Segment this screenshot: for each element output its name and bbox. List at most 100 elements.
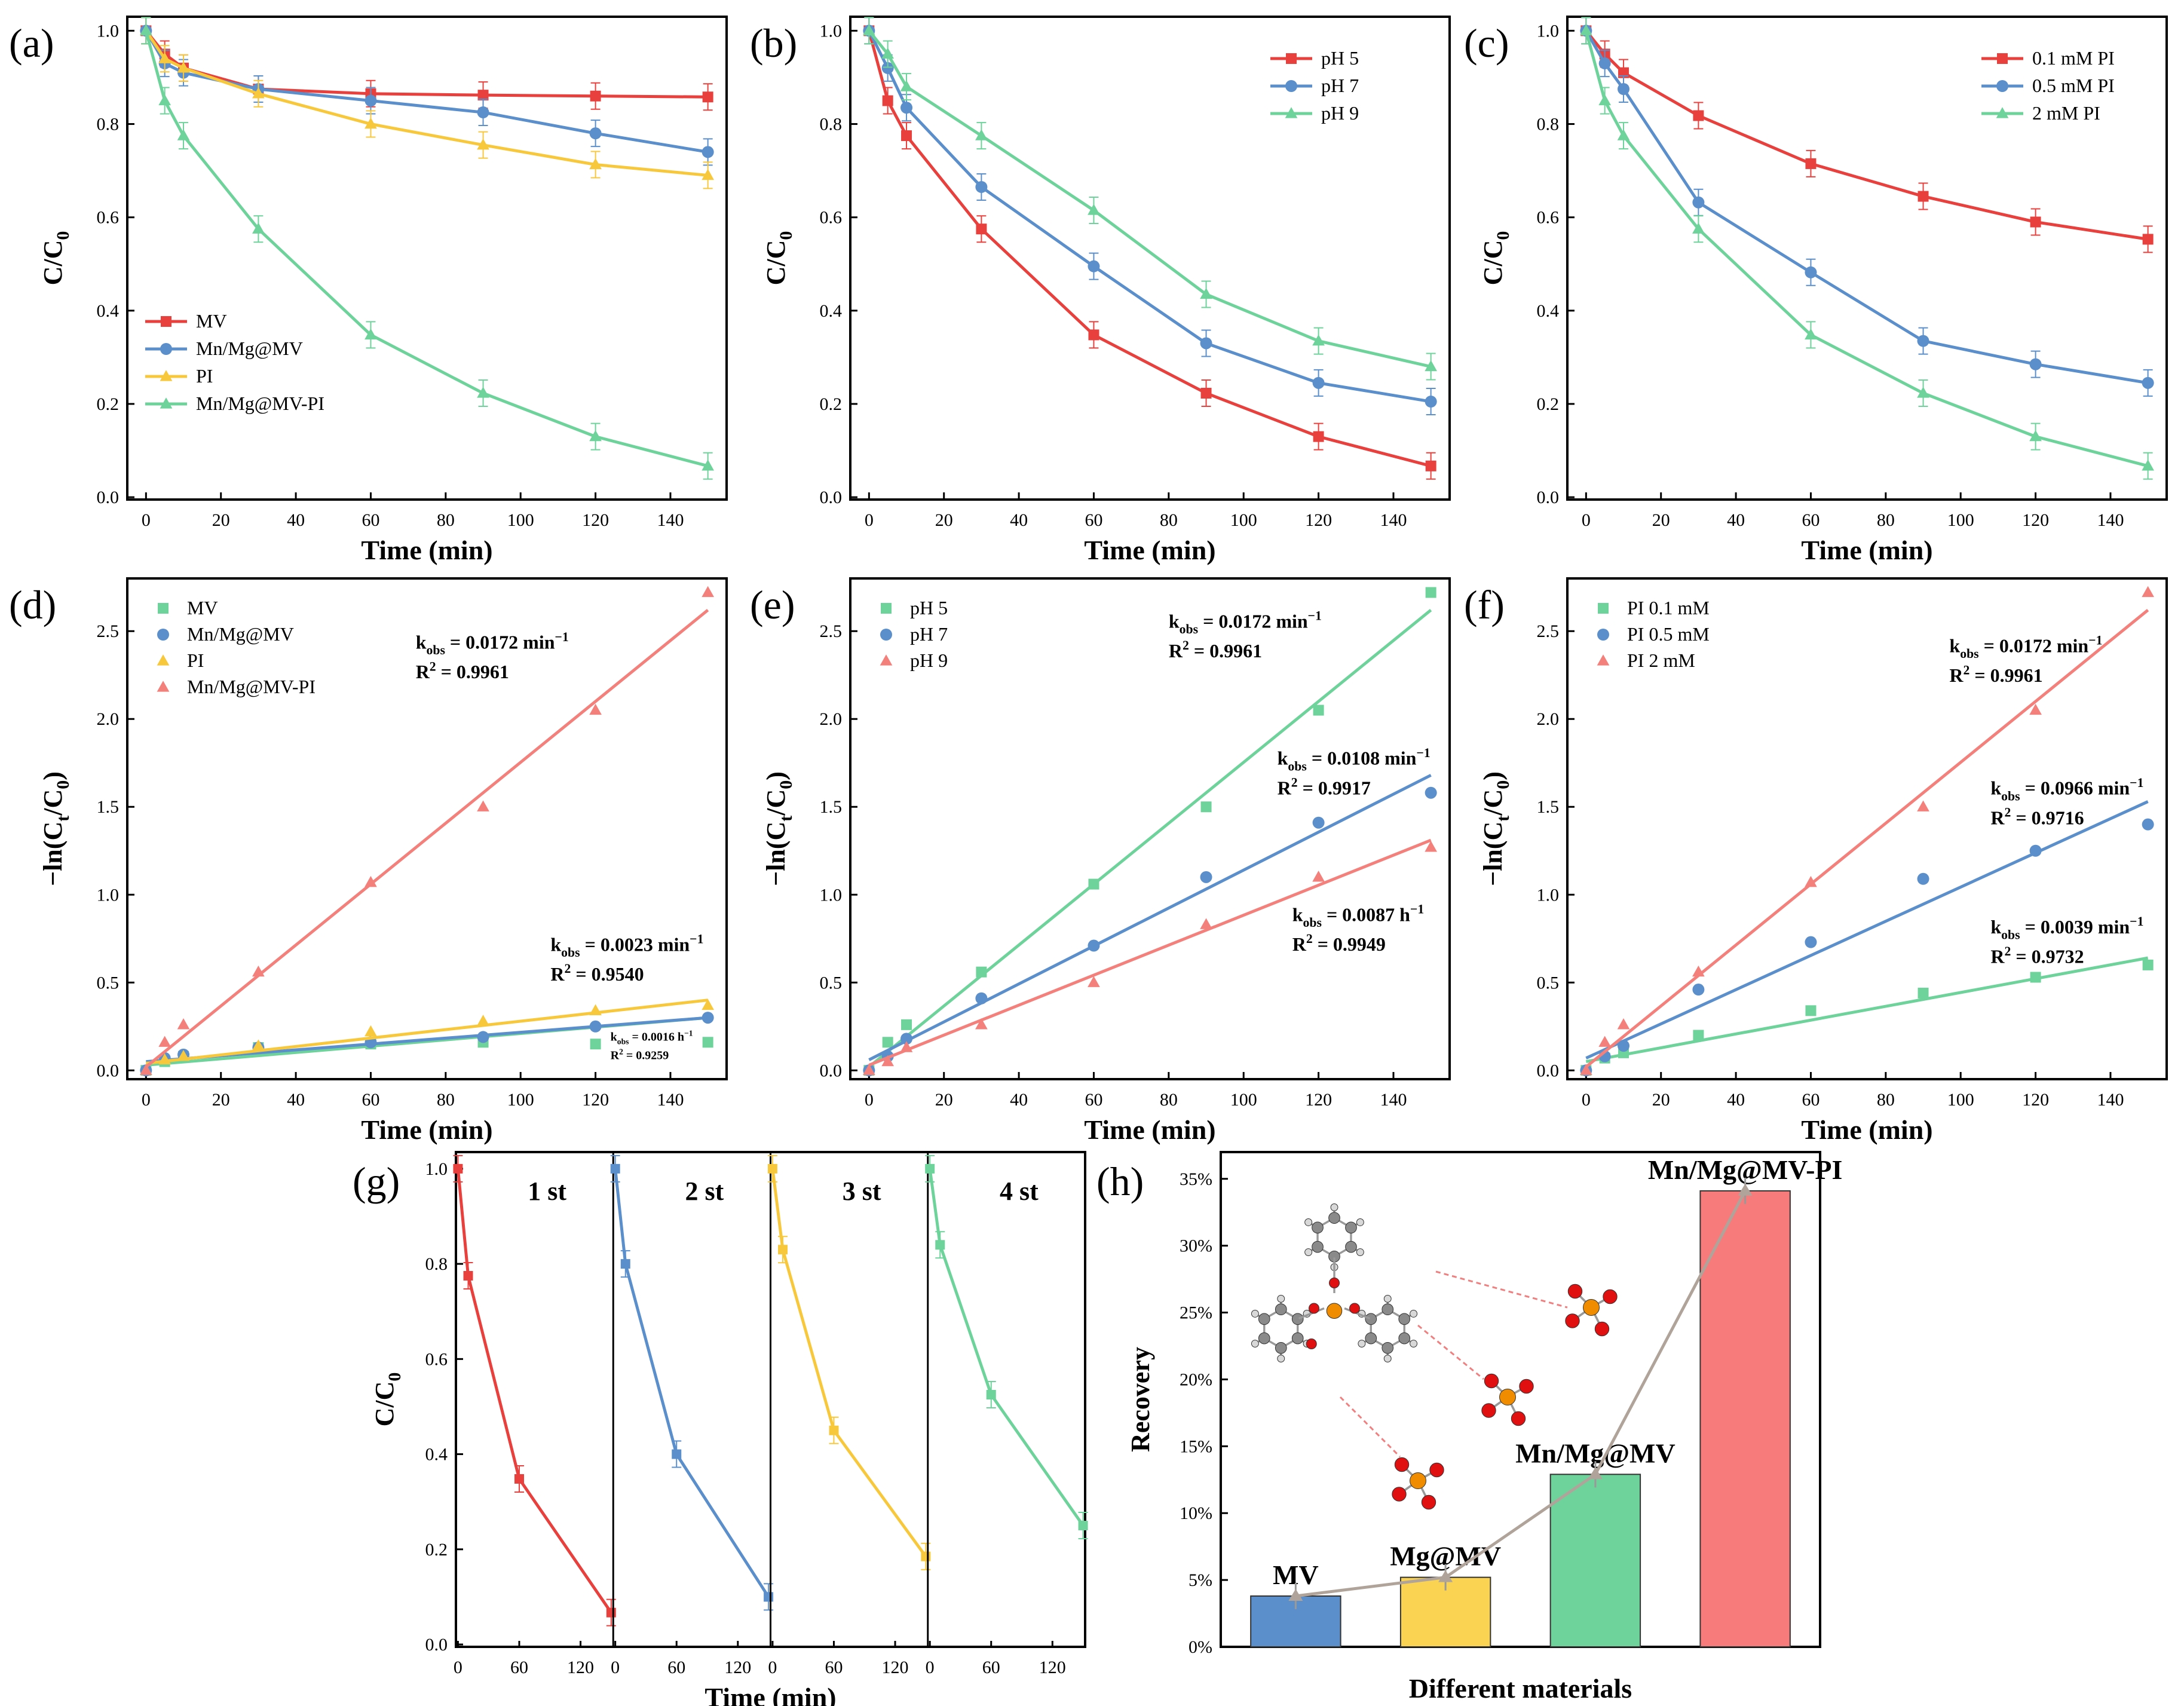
x-tick-label: 0 — [865, 1090, 874, 1110]
series-line — [868, 30, 1432, 403]
carbon-atom — [1275, 1303, 1287, 1316]
plot-frame — [1566, 577, 2168, 1080]
y-axis-label: −ln(Ct/C0) — [761, 771, 796, 886]
panel-label: (g) — [353, 1159, 400, 1204]
x-axis-label: Time (min) — [1084, 1114, 1215, 1145]
r-squared-annotation: R2 = 0.9917 — [1278, 775, 1371, 798]
bond — [1298, 1307, 1325, 1320]
y-tick-label: 0.0 — [1537, 488, 1560, 507]
data-point — [1692, 965, 1705, 977]
x-tick-label: 20 — [212, 1090, 230, 1110]
data-point — [364, 328, 377, 340]
x-tick-label: 60 — [982, 1658, 1000, 1677]
data-point — [1313, 431, 1324, 442]
series-pH 9 — [862, 838, 1438, 1075]
y-tick-label: 0.8 — [1537, 115, 1560, 134]
y-tick-label: 0.2 — [97, 394, 120, 414]
legend-marker — [157, 654, 170, 666]
x-tick-label: 20 — [1652, 510, 1670, 530]
y-tick-label: 0.4 — [820, 301, 843, 321]
x-axis-label: Time (min) — [1084, 535, 1215, 565]
hydrogen-atom — [1410, 1340, 1418, 1347]
panel-f: 0 20 40 60 80 100 120 140 0.0 0.5 1.0 1.5 2.0 2.5 Time… — [1464, 577, 2168, 1145]
data-point — [1425, 841, 1438, 852]
y-tick-label: 0.2 — [820, 394, 843, 414]
data-point — [1312, 871, 1325, 882]
y-tick-label: 0.0 — [97, 1061, 120, 1080]
y-tick-label: 1.5 — [1537, 797, 1560, 817]
series-line — [1584, 30, 2149, 468]
data-point — [702, 586, 715, 598]
y-axis-label: C/C0 — [761, 231, 796, 286]
carbon-atom — [1382, 1341, 1394, 1354]
x-axis-label: Time (min) — [361, 1114, 492, 1145]
fit-line — [868, 838, 1432, 1067]
data-point — [139, 24, 152, 36]
carbon-atom — [1312, 1241, 1324, 1253]
carbon-atom — [1275, 1341, 1287, 1354]
oxygen-atom — [1481, 1403, 1496, 1418]
data-point — [1598, 94, 1612, 106]
series-MV — [140, 1016, 713, 1076]
k-obs-annotation: kobs = 0.0172 min−1 — [1169, 609, 1322, 636]
oxygen-atom — [1594, 1321, 1610, 1337]
y-tick-label: 0.0 — [425, 1635, 448, 1655]
series-PI — [139, 17, 715, 189]
series-PI 0.5 mM — [1580, 800, 2154, 1077]
y-tick-label: 0.5 — [1537, 973, 1560, 993]
y-axis-label: C/C0 — [370, 1373, 405, 1427]
data-point — [1200, 388, 1212, 399]
dashed-arrow — [1435, 1270, 1568, 1309]
data-point — [882, 95, 893, 106]
r-squared-annotation: R2 = 0.9961 — [416, 659, 509, 682]
fit-line — [868, 608, 1432, 1068]
data-point — [1200, 918, 1212, 929]
y-tick-label: 1.0 — [425, 1159, 448, 1179]
y-axis-label: −ln(Ct/C0) — [1478, 771, 1513, 886]
data-point — [463, 1271, 473, 1281]
data-point — [1917, 987, 1929, 999]
data-point — [477, 387, 489, 398]
x-tick-label: 60 — [1802, 510, 1820, 530]
data-point — [1598, 57, 1611, 70]
data-point — [1805, 1005, 1817, 1016]
series-line — [145, 29, 708, 99]
data-point — [1088, 878, 1099, 890]
x-tick-label: 20 — [1652, 1090, 1670, 1110]
y-tick-label: 2.5 — [97, 621, 120, 641]
bond — [1344, 1307, 1371, 1320]
x-tick-label: 80 — [437, 510, 455, 530]
y-tick-label: 0.8 — [97, 115, 120, 134]
y-tick-label: 0.4 — [425, 1445, 448, 1465]
series-MV — [140, 17, 713, 111]
x-tick-label: 40 — [1010, 1090, 1028, 1110]
hydrogen-atom — [1330, 1203, 1338, 1211]
fit-line — [1585, 956, 2149, 1064]
data-point — [702, 459, 715, 471]
cycle-line — [771, 1168, 927, 1558]
r-squared-annotation: R2 = 0.9961 — [1169, 638, 1262, 661]
data-point — [1917, 335, 1929, 347]
series-line — [145, 30, 708, 177]
data-point — [975, 1018, 988, 1030]
data-point — [702, 1037, 713, 1048]
series-pH 7 — [863, 774, 1437, 1077]
legend-label: Mn/Mg@MV-PI — [187, 676, 315, 697]
y-tick-label: 0.4 — [1537, 301, 1560, 321]
panel-label: (d) — [9, 582, 56, 627]
data-point — [702, 1012, 714, 1024]
data-point — [477, 138, 489, 150]
data-point — [935, 1240, 945, 1250]
data-point — [177, 1018, 190, 1030]
x-tick-label: 140 — [1380, 510, 1407, 530]
hydrogen-atom — [1383, 1294, 1392, 1303]
y-tick-label: 0.0 — [820, 488, 843, 507]
y-tick-label: 1.0 — [97, 885, 120, 905]
data-point — [1425, 460, 1436, 471]
hydrogen-atom — [1277, 1355, 1285, 1363]
x-tick-label: 0 — [768, 1658, 777, 1677]
legend-label: pH 9 — [1321, 102, 1359, 124]
hydrogen-atom — [1358, 1340, 1366, 1347]
cycle-1: 1 st 0 60 120 — [453, 1154, 616, 1677]
x-tick-label: 0 — [926, 1658, 935, 1677]
